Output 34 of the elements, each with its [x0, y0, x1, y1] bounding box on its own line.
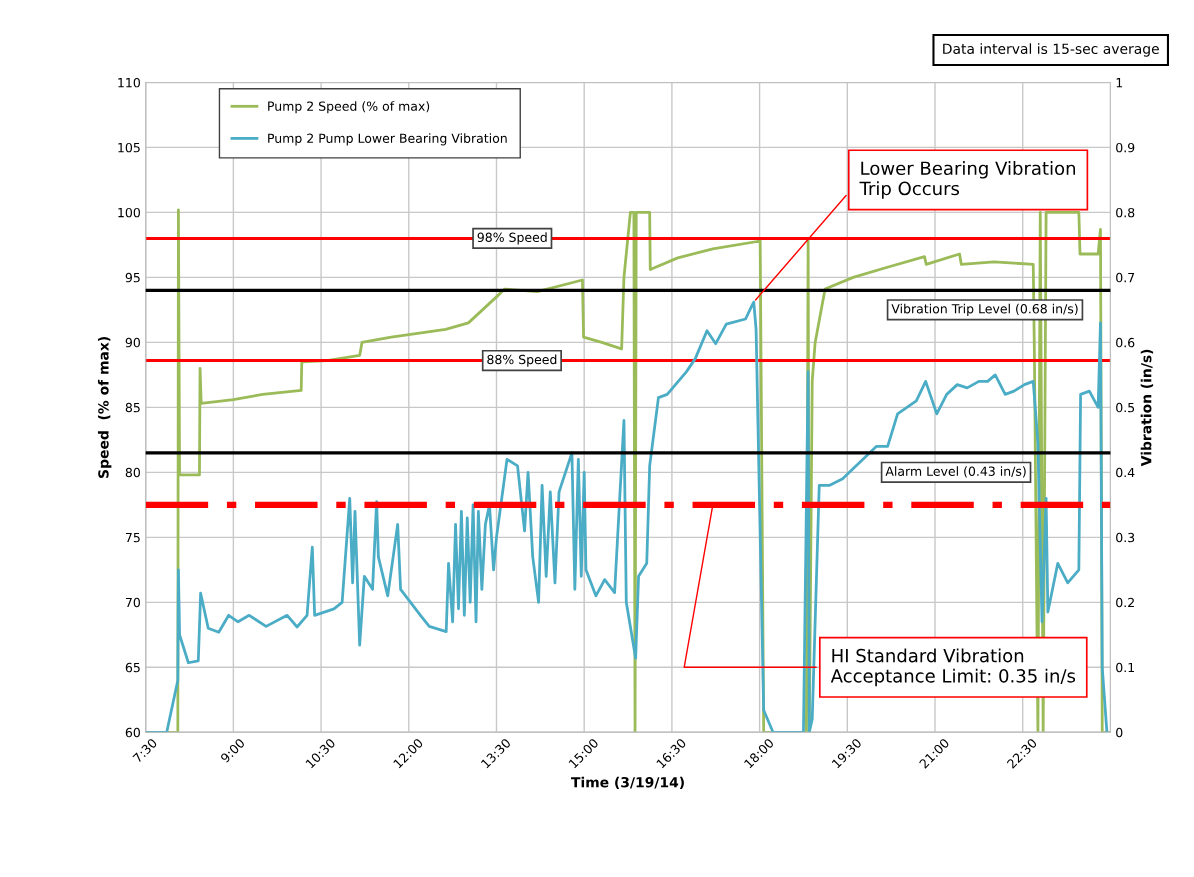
y-tick-label: 85 [125, 402, 140, 413]
y2-tick-label: 0.7 [1116, 272, 1135, 283]
y2-tick-label: 0.4 [1116, 467, 1135, 478]
text: Data interval is 15-sec average [943, 43, 1159, 57]
y2-tick-label: 1 [1116, 78, 1123, 88]
x-axis-title: Time (3/19/14) [571, 776, 684, 790]
y2-tick-label: 0.2 [1116, 597, 1134, 608]
annotation: Lower Bearing Vibration Trip Occurs [859, 161, 1076, 199]
legend-label: Pump 2 Pump Lower Bearing Vibration [268, 133, 507, 146]
y2-tick-label: 0.6 [1116, 337, 1135, 348]
y2-tick-label: 0.5 [1116, 402, 1135, 413]
y2-tick-label: 0.1 [1116, 662, 1135, 673]
ref-line-label: HI Standard Vibration Acceptance Limit: 0.35 in/s [830, 648, 1076, 687]
y2-tick-label: 0.9 [1116, 142, 1135, 153]
y-tick-label: 100 [118, 207, 140, 218]
y-axis-title: Speed (% of max) [97, 337, 112, 478]
y-tick-label: 90 [125, 337, 140, 348]
y-tick-label: 70 [125, 597, 140, 608]
ref-line-label: 88% Speed [487, 354, 557, 367]
y-tick-label: 75 [125, 532, 140, 543]
y2-tick-label: 0.8 [1116, 207, 1135, 218]
y-tick-label: 105 [118, 142, 140, 153]
y-tick-label: 60 [125, 727, 140, 738]
legend-label: Pump 2 Speed (% of max) [268, 101, 430, 114]
ref-line-label: 98% Speed [477, 232, 547, 245]
y2-axis-title: Vibration (in/s) [1140, 349, 1154, 467]
ref-line-label: Vibration Trip Level (0.68 in/s) [891, 303, 1078, 316]
y-tick-label: 80 [125, 467, 140, 478]
y-tick-label: 65 [125, 662, 140, 673]
y-tick-label: 110 [118, 77, 140, 88]
y2-tick-label: 0.3 [1116, 532, 1135, 543]
y2-tick-label: 0 [1116, 727, 1123, 738]
y-tick-label: 95 [125, 272, 140, 283]
ref-line-label: Alarm Level (0.43 in/s) [885, 466, 1026, 478]
